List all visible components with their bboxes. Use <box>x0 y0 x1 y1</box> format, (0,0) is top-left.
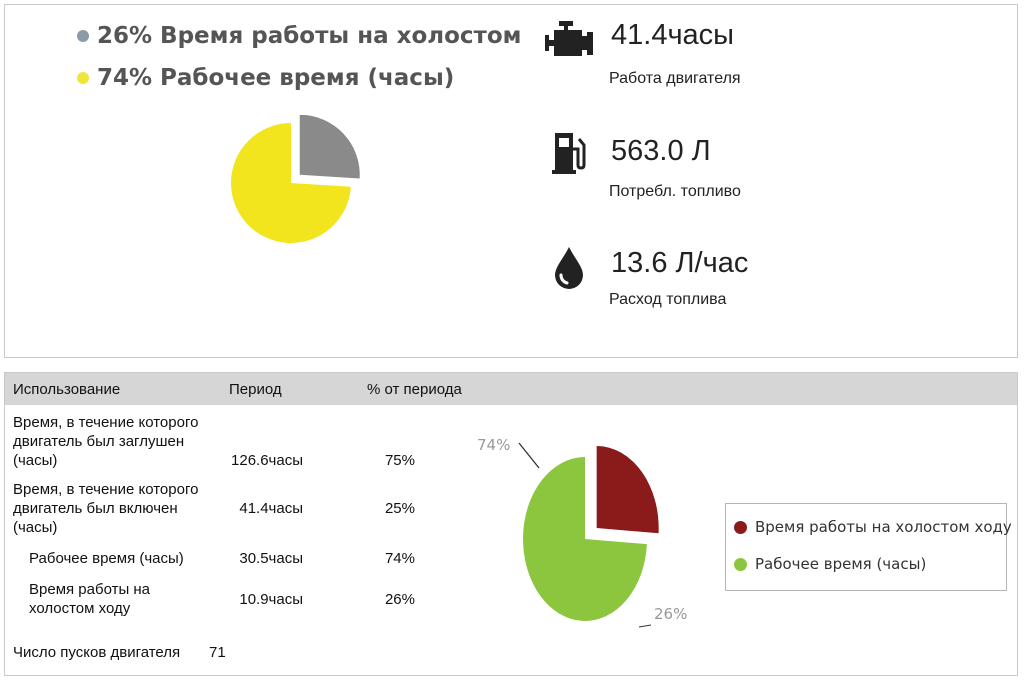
metric-fuel-rate-label: Расход топлива <box>609 291 727 308</box>
pie-leader-line-idle <box>638 624 652 628</box>
summary-panel: 26% Время работы на холостом 74% Рабочее… <box>4 4 1018 358</box>
usage-pie-chart <box>518 442 659 628</box>
legend-label-working: Рабочее время (часы) <box>755 555 927 573</box>
table-row-off-period: 126.6часы <box>231 452 303 469</box>
metric-fuel-rate-value: 13.6 Л/час <box>611 247 749 279</box>
legend-item-working: Рабочее время (часы) <box>734 555 926 573</box>
column-header-period: Период <box>229 381 282 398</box>
pie-slice-idle <box>596 446 659 534</box>
pie-label-idle: 26% <box>654 605 688 623</box>
metric-fuel-consumed-value: 563.0 Л <box>611 135 711 167</box>
table-row-on-period: 41.4часы <box>239 500 303 517</box>
engine-starts-value: 71 <box>209 644 226 661</box>
pie-slice-working <box>231 123 351 243</box>
pie-leader-line-working <box>518 442 540 469</box>
table-row-on-name: Время, в течение которого двигатель был … <box>13 481 199 536</box>
legend-idle: 26% Время работы на холостом <box>77 23 521 49</box>
legend-idle-label: 26% Время работы на холостом <box>97 23 522 49</box>
engine-starts-label: Число пусков двигателя <box>13 644 181 661</box>
pie-slice-working <box>523 457 647 621</box>
legend-label-idle: Время работы на холостом ходу <box>755 518 1012 536</box>
legend-working-label: 74% Рабочее время (часы) <box>97 65 455 91</box>
table-row-idle-name: Время работы на холостом ходу <box>29 581 151 617</box>
metric-fuel-consumed-label: Потребл. топливо <box>609 183 741 200</box>
legend-working-swatch <box>77 72 89 84</box>
table-row-idle-percent: 26% <box>384 591 415 608</box>
fuel-pump-icon <box>552 133 586 174</box>
column-header-usage: Использование <box>13 381 121 398</box>
usage-panel: Использование Период % от периода Время,… <box>4 372 1018 676</box>
engine-icon <box>545 21 593 56</box>
table-row-on-percent: 25% <box>384 500 415 517</box>
drop-icon <box>555 247 583 289</box>
legend-working: 74% Рабочее время (часы) <box>77 65 454 91</box>
table-row-off-percent: 75% <box>384 452 415 469</box>
legend-swatch-idle <box>734 520 747 534</box>
table-row-off-name: Время, в течение которого двигатель был … <box>13 414 199 469</box>
legend-item-idle: Время работы на холостом ходу <box>734 518 1012 536</box>
metric-engine-hours-label: Работа двигателя <box>609 70 741 87</box>
legend-idle-swatch <box>77 30 89 42</box>
table-row-idle-period: 10.9часы <box>239 591 303 608</box>
legend-swatch-working <box>734 557 747 571</box>
chart-legend: Время работы на холостом ходу Рабочее вр… <box>725 503 1012 591</box>
table-row-working-percent: 74% <box>384 550 415 567</box>
pie-slice-idle <box>299 115 360 179</box>
table-row-working-name: Рабочее время (часы) <box>29 550 184 567</box>
pie-label-working: 74% <box>477 436 511 454</box>
summary-pie-chart <box>231 115 360 243</box>
column-header-percent: % от периода <box>367 381 462 398</box>
metric-engine-hours-value: 41.4часы <box>611 19 735 51</box>
usage-table-header: Использование Период % от периода <box>5 373 1017 405</box>
table-row-working-period: 30.5часы <box>239 550 303 567</box>
